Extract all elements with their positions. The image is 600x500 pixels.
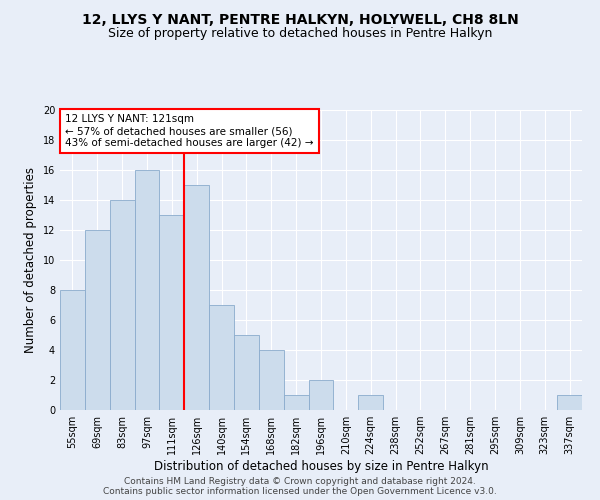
Bar (110, 200, 134, 410)
Text: Size of property relative to detached houses in Pentre Halkyn: Size of property relative to detached ho… (108, 28, 492, 40)
Y-axis label: Number of detached properties: Number of detached properties (24, 167, 37, 353)
Bar (259, 350, 284, 410)
Text: 12, LLYS Y NANT, PENTRE HALKYN, HOLYWELL, CH8 8LN: 12, LLYS Y NANT, PENTRE HALKYN, HOLYWELL… (82, 12, 518, 26)
Bar (557, 395, 582, 410)
Text: 12 LLYS Y NANT: 121sqm
← 57% of detached houses are smaller (56)
43% of semi-det: 12 LLYS Y NANT: 121sqm ← 57% of detached… (65, 114, 314, 148)
Bar (284, 395, 308, 410)
Bar (60, 290, 85, 410)
Bar (358, 395, 383, 410)
Bar (134, 170, 160, 410)
Bar (209, 305, 234, 410)
Bar (234, 335, 259, 410)
Bar (184, 185, 209, 410)
Text: Contains HM Land Registry data © Crown copyright and database right 2024.: Contains HM Land Registry data © Crown c… (124, 478, 476, 486)
Bar (308, 380, 334, 410)
Bar (160, 215, 184, 410)
Bar (85, 230, 110, 410)
X-axis label: Distribution of detached houses by size in Pentre Halkyn: Distribution of detached houses by size … (154, 460, 488, 473)
Text: Contains public sector information licensed under the Open Government Licence v3: Contains public sector information licen… (103, 488, 497, 496)
